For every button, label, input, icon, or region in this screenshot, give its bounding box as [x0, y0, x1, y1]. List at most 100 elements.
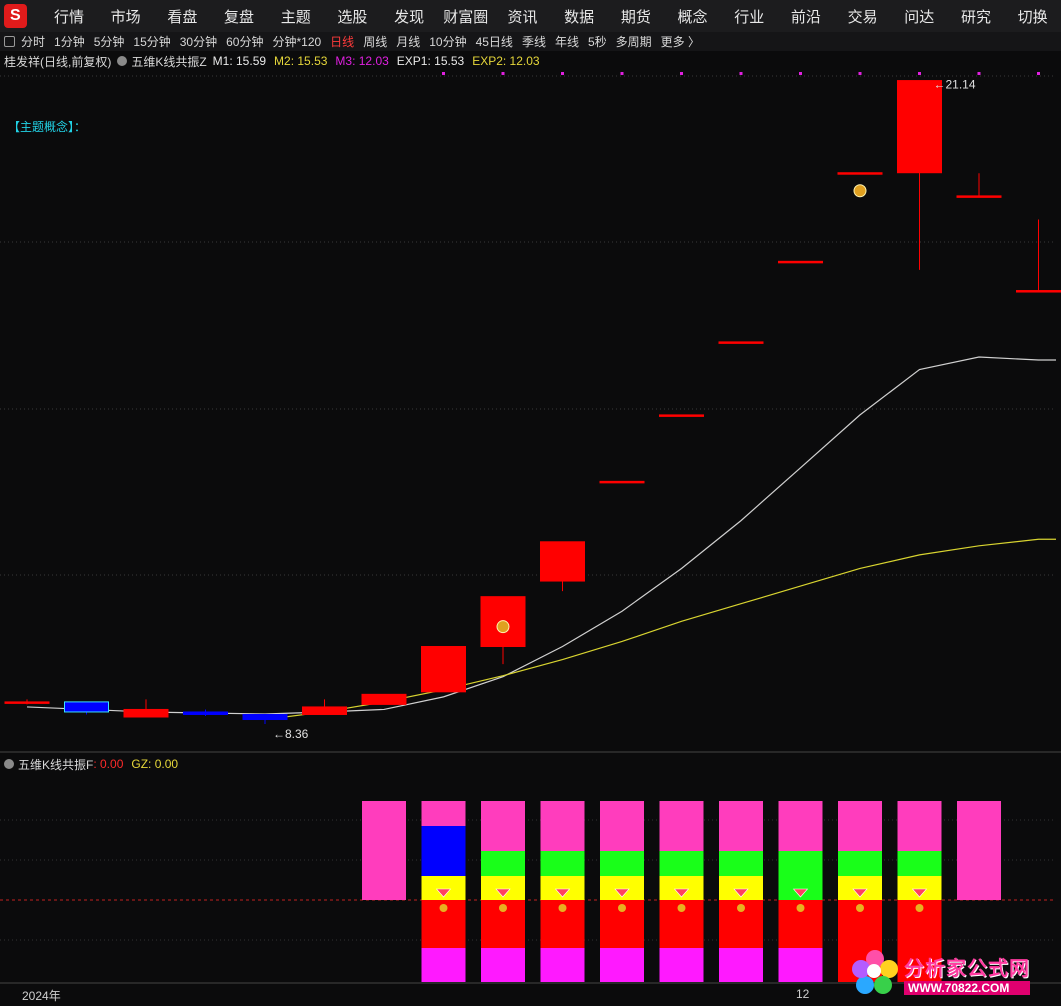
low-price-label: ←8.36	[273, 727, 309, 741]
resonance-segment	[897, 826, 942, 851]
top-menu-item[interactable]: 前沿	[790, 8, 821, 26]
period-tab[interactable]: 5分钟	[93, 35, 125, 49]
exp1-value: EXP1: 15.53	[396, 54, 465, 68]
limit-dot	[620, 72, 624, 75]
period-tab[interactable]: 周线	[363, 35, 388, 49]
period-tab[interactable]: 更多 〉	[660, 35, 701, 49]
ma-white-line	[26, 356, 1056, 715]
top-menu-item[interactable]: 市场	[110, 8, 141, 26]
panel-toggle-icon[interactable]	[4, 36, 15, 47]
top-menu-item[interactable]: 数据	[564, 8, 595, 26]
candle-body	[183, 711, 228, 715]
x-axis-year-label: 2024年	[22, 989, 61, 1003]
top-menu-item[interactable]: 主题	[280, 8, 311, 26]
period-tab[interactable]: 月线	[396, 35, 421, 49]
gem-icon	[554, 888, 571, 898]
period-tab[interactable]: 年线	[554, 35, 579, 49]
watermark: 分析家公式网 WWW.70822.COM	[852, 948, 1052, 998]
period-tab[interactable]: 多周期	[615, 35, 652, 49]
top-menu-item[interactable]: 交易	[847, 8, 878, 26]
candle-body	[718, 341, 764, 344]
top-menu-item[interactable]: 资讯	[507, 8, 538, 26]
period-tab[interactable]: 5秒	[587, 35, 607, 49]
candle-body	[361, 693, 407, 705]
resonance-segment	[659, 924, 704, 948]
period-tab[interactable]: 30分钟	[179, 35, 218, 49]
watermark-title: 分析家公式网	[904, 957, 1030, 980]
period-tab[interactable]: 季线	[521, 35, 546, 49]
top-menu-item[interactable]: 期货	[620, 8, 651, 26]
period-tab[interactable]: 10分钟	[429, 35, 467, 49]
candle-body	[4, 701, 50, 704]
top-menu-item[interactable]: 问达	[904, 8, 935, 26]
candle-body	[123, 708, 169, 718]
resonance-segment	[421, 924, 466, 948]
limit-dot	[680, 72, 683, 75]
period-tab[interactable]: 分钟*120	[272, 35, 322, 49]
gem-icon	[614, 888, 630, 898]
sub-indicator-menu-icon[interactable]	[4, 759, 14, 769]
resonance-segment	[838, 851, 882, 876]
resonance-segment	[897, 948, 942, 982]
period-tab[interactable]: 45日线	[475, 35, 513, 49]
flower-logo-icon	[852, 950, 898, 996]
candle-body	[599, 480, 645, 484]
top-menu-item[interactable]: 财富圈	[443, 8, 489, 26]
main-info-bar: 桂发祥(日线,前复权) 五维K线共振Z M1: 15.59 M2: 15.53 …	[0, 52, 1061, 70]
resonance-segment	[421, 826, 466, 851]
resonance-segment	[600, 826, 644, 851]
resonance-segment	[600, 851, 644, 876]
top-menu-item[interactable]: 概念	[677, 8, 708, 26]
limit-dot	[858, 72, 862, 75]
top-menu-item[interactable]: 行业	[734, 8, 765, 26]
candle-body	[778, 260, 823, 264]
top-menu: 行情 市场 看盘 复盘 主题 选股 发现 财富圈 资讯 数据 期货 概念 行业 前沿 交易 问达 研究 切换	[41, 6, 1061, 27]
resonance-segment	[481, 851, 525, 876]
sub-indicator-name[interactable]: 五维K线共振F	[18, 757, 94, 772]
candle-body	[421, 646, 466, 693]
watermark-url: WWW.70822.COM	[904, 980, 1030, 995]
butterfly-icon	[796, 904, 805, 912]
butterfly-icon	[618, 904, 626, 912]
period-tab[interactable]: 日线	[330, 35, 355, 49]
limit-dot	[739, 72, 743, 75]
period-tab[interactable]: 分时	[21, 35, 46, 49]
gem-icon	[911, 888, 928, 898]
money-bag-icon	[853, 184, 867, 198]
resonance-segment	[778, 801, 823, 826]
period-tab[interactable]: 60分钟	[226, 35, 264, 49]
indicator-name[interactable]: 五维K线共振Z	[131, 54, 207, 69]
resonance-segment	[838, 801, 882, 826]
period-tab[interactable]: 1分钟	[54, 35, 85, 49]
resonance-segment	[540, 948, 585, 982]
gem-icon	[852, 888, 868, 898]
top-menu-item[interactable]: 切换	[1017, 8, 1048, 26]
sub-info-bar: 五维K线共振F : 0.00 GZ: 0.00	[0, 756, 178, 772]
exp2-value: EXP2: 12.03	[472, 54, 540, 68]
sub-f-value: : 0.00	[93, 757, 124, 771]
top-menu-item[interactable]: 研究	[960, 8, 991, 26]
resonance-segment	[719, 948, 763, 982]
period-tab[interactable]: 15分钟	[133, 35, 171, 49]
butterfly-icon	[677, 904, 686, 912]
resonance-bar	[957, 801, 1001, 900]
top-menu-item[interactable]: 行情	[53, 8, 84, 26]
top-menu-item[interactable]: 发现	[394, 8, 425, 26]
top-menu-item[interactable]: 选股	[337, 8, 368, 26]
candle-body	[540, 541, 585, 582]
butterfly-icon	[439, 904, 448, 912]
sub-gz-value: GZ: 0.00	[131, 757, 179, 771]
resonance-segment	[838, 826, 882, 851]
indicator-menu-icon[interactable]	[117, 56, 128, 66]
gem-icon	[495, 888, 511, 898]
app-logo[interactable]: S	[4, 4, 27, 28]
top-menu-item[interactable]: 复盘	[224, 8, 255, 26]
candle-body	[64, 701, 109, 713]
resonance-segment	[481, 924, 525, 948]
resonance-segment	[540, 826, 585, 851]
high-price-label: ←21.14	[934, 78, 976, 92]
theme-concept-label[interactable]: 【主题概念】：	[8, 120, 87, 134]
candle-body	[897, 80, 942, 174]
top-menu-item[interactable]: 看盘	[167, 8, 198, 26]
